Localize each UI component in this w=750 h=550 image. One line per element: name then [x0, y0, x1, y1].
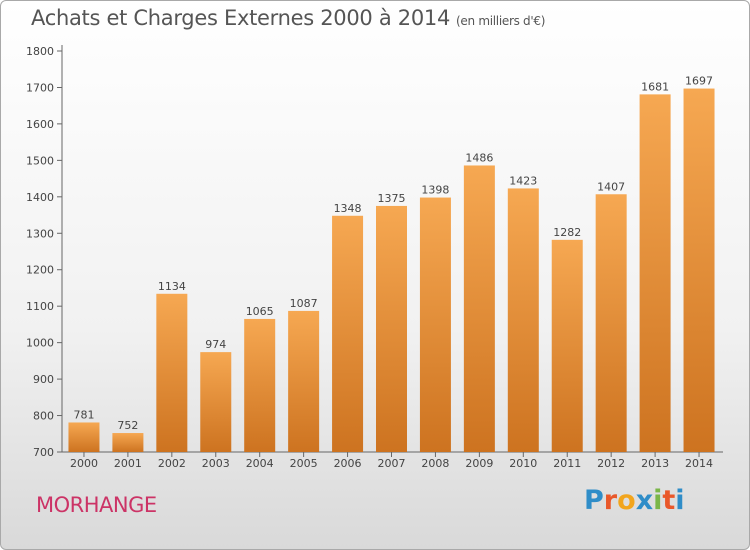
bar	[419, 197, 451, 452]
x-tick-label: 2002	[158, 457, 186, 470]
data-label: 1375	[378, 192, 406, 205]
data-label: 781	[73, 408, 94, 421]
bar	[156, 293, 188, 452]
y-tick-label: 1200	[26, 264, 54, 277]
x-tick-label: 2008	[421, 457, 449, 470]
proxiti-logo: Proxiti	[584, 485, 685, 516]
logo-letter: i	[675, 485, 685, 516]
x-tick-label: 2007	[378, 457, 406, 470]
data-label: 1348	[334, 202, 362, 215]
x-tick-label: 2013	[641, 457, 669, 470]
data-label: 1681	[641, 80, 669, 93]
bar	[507, 188, 539, 452]
data-label: 1486	[465, 151, 493, 164]
data-label: 1697	[685, 75, 713, 88]
y-tick-label: 1800	[26, 45, 54, 58]
y-tick-label: 900	[33, 373, 54, 386]
logo-letter: P	[584, 485, 604, 516]
logo-letter: t	[662, 485, 676, 516]
x-tick-label: 2003	[202, 457, 230, 470]
bar	[463, 165, 495, 452]
bar	[639, 94, 671, 452]
x-tick-label: 2012	[597, 457, 625, 470]
x-tick-label: 2005	[290, 457, 318, 470]
x-tick-label: 2010	[509, 457, 537, 470]
y-tick-label: 700	[33, 446, 54, 459]
bar	[200, 352, 232, 452]
y-tick-label: 1000	[26, 337, 54, 350]
bar	[332, 215, 364, 452]
data-label: 1134	[158, 280, 186, 293]
y-tick-label: 1400	[26, 191, 54, 204]
bar	[244, 318, 276, 452]
data-label: 1423	[509, 174, 537, 187]
x-tick-label: 2001	[114, 457, 142, 470]
chart-subtitle: (en milliers d'€)	[456, 14, 546, 28]
x-tick-label: 2006	[334, 457, 362, 470]
y-tick-label: 1700	[26, 81, 54, 94]
bar	[595, 194, 627, 452]
y-tick-label: 1500	[26, 154, 54, 167]
data-label: 1087	[290, 297, 318, 310]
x-tick-label: 2004	[246, 457, 274, 470]
bar	[551, 239, 583, 452]
y-tick-label: 800	[33, 410, 54, 423]
bar	[112, 433, 144, 452]
data-label: 1282	[553, 226, 581, 239]
place-name: MORHANGE	[36, 493, 157, 517]
logo-letter: o	[617, 485, 636, 516]
data-label: 1407	[597, 180, 625, 193]
data-label: 974	[205, 338, 226, 351]
y-tick-label: 1100	[26, 300, 54, 313]
data-label: 1065	[246, 305, 274, 318]
bar	[683, 88, 715, 452]
y-tick-label: 1600	[26, 118, 54, 131]
chart-title: Achats et Charges Externes 2000 à 2014 (e…	[31, 6, 545, 30]
bar	[288, 310, 320, 452]
x-tick-label: 2009	[465, 457, 493, 470]
data-label: 1398	[421, 184, 449, 197]
chart-title-text: Achats et Charges Externes 2000 à 2014	[31, 6, 451, 30]
logo-letter: x	[635, 485, 654, 516]
x-tick-label: 2011	[553, 457, 581, 470]
logo-letter: r	[603, 485, 618, 516]
y-tick-label: 1300	[26, 227, 54, 240]
logo-letter: i	[653, 485, 663, 516]
bar	[376, 205, 407, 452]
bar	[68, 422, 100, 452]
x-tick-label: 2014	[685, 457, 713, 470]
data-label: 752	[117, 419, 138, 432]
x-tick-label: 2000	[70, 457, 98, 470]
